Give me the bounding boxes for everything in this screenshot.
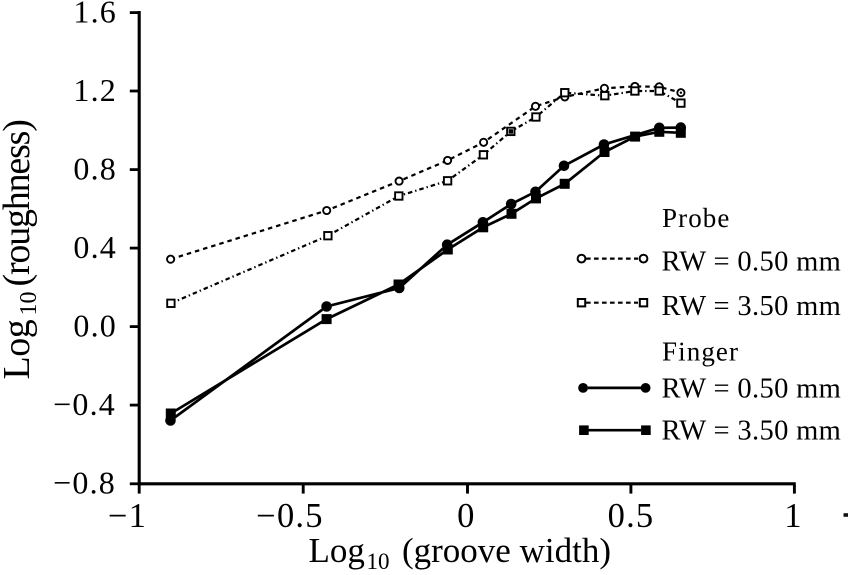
svg-text:0.4: 0.4 — [73, 229, 117, 265]
svg-text:0.0: 0.0 — [73, 307, 117, 343]
svg-text:−1: −1 — [108, 497, 147, 535]
svg-text:RW = 3.50 mm: RW = 3.50 mm — [662, 291, 842, 322]
svg-text:−0.4: −0.4 — [53, 386, 116, 422]
svg-text:1: 1 — [784, 497, 802, 535]
svg-text:0.8: 0.8 — [73, 150, 117, 186]
svg-text:Probe: Probe — [662, 203, 731, 233]
svg-text:(roughness): (roughness) — [0, 120, 38, 286]
svg-text:Log: Log — [0, 319, 38, 379]
svg-text:−0.8: −0.8 — [53, 465, 116, 501]
svg-text:RW = 0.50 mm: RW = 0.50 mm — [662, 247, 842, 278]
svg-text:1.6: 1.6 — [73, 0, 117, 29]
svg-text:1.2: 1.2 — [73, 72, 117, 108]
svg-text:10: 10 — [367, 549, 390, 574]
svg-text:Log: Log — [309, 531, 365, 570]
svg-text:−0.5: −0.5 — [256, 497, 323, 535]
svg-text:RW = 0.50 mm: RW = 0.50 mm — [662, 374, 842, 405]
svg-text:0: 0 — [457, 497, 475, 535]
svg-text:(groove width): (groove width) — [402, 531, 611, 570]
svg-text:RW = 3.50 mm: RW = 3.50 mm — [662, 416, 842, 447]
svg-text:10: 10 — [16, 292, 42, 316]
svg-text:0.5: 0.5 — [608, 497, 655, 535]
svg-text:Finger: Finger — [662, 337, 739, 367]
